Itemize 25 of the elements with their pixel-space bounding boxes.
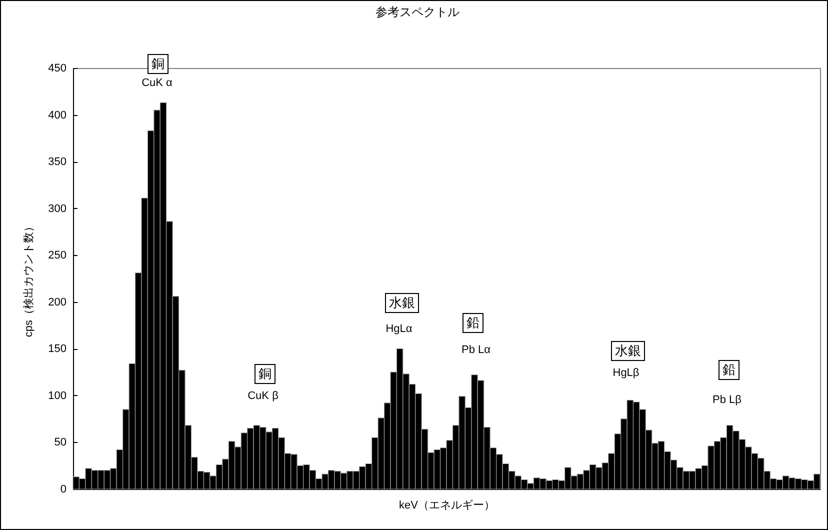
y-tick-label: 200 [48,296,66,308]
y-tick-label: 300 [48,202,66,215]
y-tick-label: 400 [48,109,66,122]
x-axis-title: keV（エネルギー） [399,500,495,512]
chart-title: 参考スペクトル [376,5,460,19]
annotation: CuK α [142,77,174,89]
annotation: HgLβ [612,367,640,379]
annotation: Pb Lβ [712,394,742,406]
annotation: Pb Lα [462,344,492,356]
annotation: 鉛 [466,315,480,330]
annotation: 水銀 [615,343,641,358]
y-tick-label: 350 [48,156,66,168]
annotation: 鉛 [722,362,736,377]
y-tick-label: 450 [48,62,66,74]
annotation: 銅 [258,366,272,381]
annotation: 銅 [152,56,164,71]
y-tick-label: 100 [48,390,66,402]
y-tick-label: 250 [48,250,66,262]
y-axis-title: cps（検出カウント数） [22,220,36,338]
y-tick-label: 0 [60,484,66,496]
annotation: 水銀 [389,295,415,310]
annotation: HgLα [386,323,413,335]
y-tick-label: 150 [48,343,66,356]
y-tick-label: 50 [54,436,66,449]
annotation: CuK β [248,390,278,402]
